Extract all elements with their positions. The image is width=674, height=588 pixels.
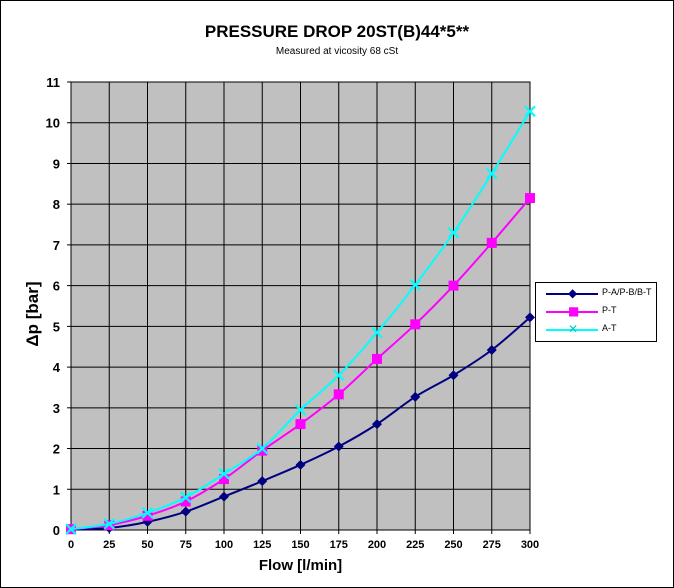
data-point-diamond	[257, 476, 268, 487]
legend-line	[546, 329, 598, 331]
series-p-a-p-b-b-t	[66, 312, 535, 535]
chart-title: PRESSURE DROP 20ST(B)44*5**	[204, 22, 470, 41]
legend-item-p-a-p-b-b-t: ◆ P-A/P-B/B-T	[540, 286, 654, 302]
legend: ◆ P-A/P-B/B-T ■ P-T ✕ A-T	[535, 282, 657, 342]
data-point-diamond	[448, 370, 459, 381]
data-point-x	[103, 518, 116, 530]
x-tick-label: 225	[406, 539, 424, 551]
x-tick-label: 175	[330, 539, 348, 551]
data-point-diamond	[180, 506, 191, 517]
y-axis-label: Δp [bar]	[23, 281, 42, 346]
y-tick-label: 2	[53, 442, 60, 457]
y-tick-label: 8	[53, 197, 60, 212]
data-point-x	[485, 167, 498, 180]
y-tick-label: 9	[53, 156, 60, 171]
data-point-diamond	[219, 491, 229, 502]
data-point-square	[219, 474, 229, 485]
axes: 0 25 50 75 100 125 150 175 200 225 250 275 300 0 1 2 3 4 5…	[46, 75, 540, 551]
x-axis-label: Flow [l/min]	[259, 557, 342, 574]
x-tick-label: 250	[444, 539, 462, 551]
data-point-square	[372, 353, 382, 364]
y-tick-label: 6	[53, 279, 60, 294]
data-point-square	[448, 280, 459, 291]
data-point-square	[486, 237, 497, 248]
chart-subtitle: Measured at vicosity 68 cSt	[275, 46, 399, 57]
legend-item-p-t: ■ P-T	[540, 304, 654, 320]
y-tick-label: 1	[53, 482, 60, 497]
x-tick-label: 75	[180, 539, 192, 551]
legend-label: A-T	[602, 323, 617, 333]
series-layer	[65, 105, 536, 535]
data-point-x	[332, 369, 345, 382]
legend-item-a-t: ✕ A-T	[540, 322, 654, 338]
data-point-x	[141, 507, 154, 519]
x-tick-label: 200	[368, 539, 386, 551]
legend-line	[546, 293, 598, 295]
y-tick-label: 11	[46, 75, 60, 90]
data-point-square	[333, 389, 344, 400]
data-point-diamond	[525, 312, 535, 323]
x-tick-label: 125	[253, 539, 271, 551]
x-tick-label: 50	[141, 539, 153, 551]
data-point-x	[371, 326, 383, 339]
data-point-x	[218, 468, 230, 480]
data-point-diamond	[486, 344, 497, 355]
diamond-marker-icon: ◆	[568, 286, 578, 300]
y-tick-label: 0	[53, 523, 60, 538]
series-a-t	[65, 105, 536, 535]
data-point-x	[256, 442, 269, 455]
data-point-square	[295, 419, 306, 430]
y-tick-label: 7	[53, 238, 60, 253]
y-tick-label: 5	[53, 319, 60, 334]
data-point-x	[524, 105, 536, 118]
y-tick-label: 4	[53, 360, 61, 375]
x-marker-icon: ✕	[568, 322, 579, 336]
legend-label: P-T	[602, 305, 617, 315]
data-point-x	[294, 404, 307, 416]
data-point-square	[142, 510, 153, 521]
legend-line	[546, 311, 598, 313]
x-tick-label: 300	[521, 539, 539, 551]
data-point-diamond	[410, 391, 421, 402]
data-point-square	[525, 193, 535, 204]
y-tick-label: 10	[46, 116, 60, 131]
data-point-square	[180, 496, 191, 507]
legend-label: P-A/P-B/B-T	[602, 287, 652, 297]
data-point-diamond	[295, 459, 306, 470]
data-point-square	[410, 319, 421, 330]
data-point-diamond	[372, 419, 382, 430]
data-point-x	[179, 491, 192, 504]
x-tick-label: 275	[483, 539, 501, 551]
data-point-x	[409, 279, 422, 291]
x-tick-label: 25	[103, 539, 115, 551]
x-tick-label: 100	[215, 539, 233, 551]
data-point-x	[447, 226, 460, 239]
data-point-x	[65, 523, 77, 535]
data-point-diamond	[333, 441, 344, 452]
x-tick-label: 0	[68, 539, 74, 551]
x-tick-label: 150	[291, 539, 309, 551]
square-marker-icon: ■	[568, 304, 580, 318]
y-tick-label: 3	[53, 401, 60, 416]
data-point-square	[257, 445, 268, 456]
